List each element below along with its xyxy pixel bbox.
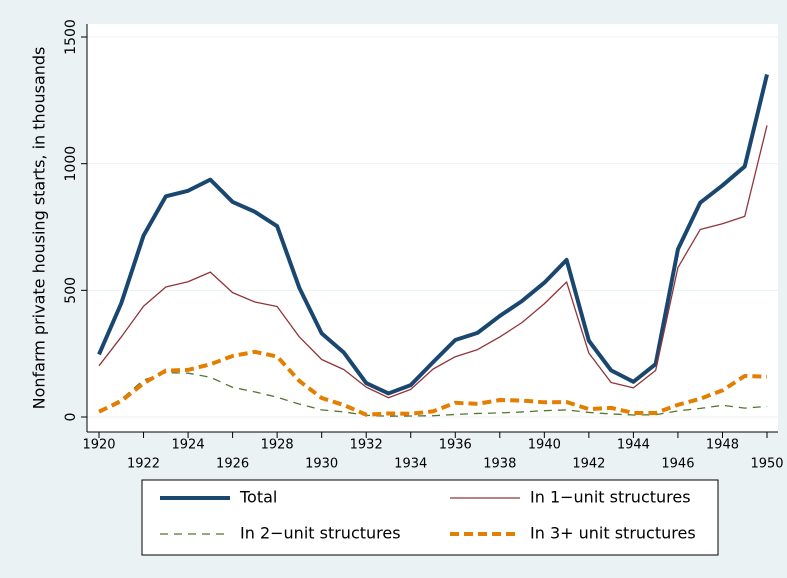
y-tick-label: 0: [63, 413, 79, 422]
x-tick-label: 1940: [528, 438, 561, 453]
x-tick-label: 1936: [439, 438, 472, 453]
y-tick-label: 500: [63, 277, 79, 304]
x-tick-label: 1932: [350, 438, 383, 453]
x-tick-label: 1946: [661, 457, 694, 472]
x-tick-label: 1944: [617, 438, 650, 453]
series-line: [98, 125, 768, 399]
x-tick-label: 1922: [127, 457, 160, 472]
x-tick-label: 1928: [261, 438, 294, 453]
x-tick-label: 1924: [172, 438, 205, 453]
x-tick-label: 1950: [750, 457, 783, 472]
legend: [141, 479, 719, 556]
x-tick-label: 1942: [572, 457, 605, 472]
x-tick-label: 1934: [394, 457, 427, 472]
y-tick-label: 1500: [63, 19, 79, 55]
x-tick-label: 1938: [483, 457, 516, 472]
y-tick-label: 1000: [63, 146, 79, 182]
legend-label: In 2−unit structures: [240, 524, 401, 543]
series-line: [97, 74, 769, 396]
legend-label: Total: [239, 488, 277, 507]
legend-label: In 1−unit structures: [530, 488, 691, 507]
legend-label: In 3+ unit structures: [530, 524, 696, 543]
x-tick-label: 1948: [706, 438, 739, 453]
x-tick-label: 1926: [216, 457, 249, 472]
series-line: [98, 349, 768, 417]
x-tick-label: 1920: [82, 438, 115, 453]
x-tick-label: 1930: [305, 457, 338, 472]
y-axis-title: Nonfarm private housing starts, in thous…: [30, 47, 49, 410]
